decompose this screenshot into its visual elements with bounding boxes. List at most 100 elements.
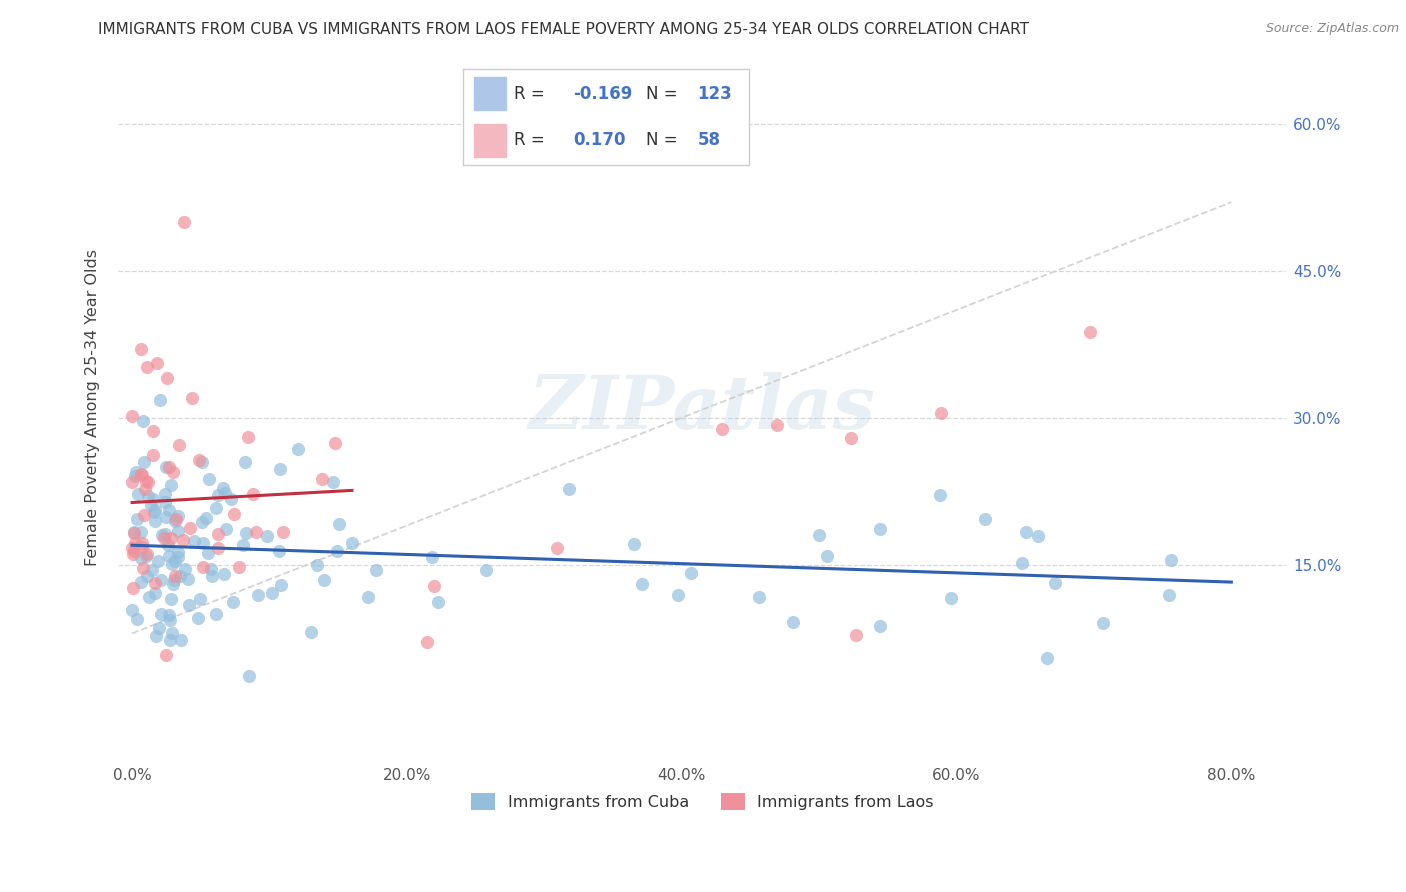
Point [204,607,226,621]
Point [155,487,177,501]
Point [141,563,163,577]
Point [122,581,145,595]
Point [121,541,143,555]
Point [122,525,145,540]
Point [845,628,868,642]
Point [170,633,193,648]
Text: IMMIGRANTS FROM CUBA VS IMMIGRANTS FROM LAOS FEMALE POVERTY AMONG 25-34 YEAR OLD: IMMIGRANTS FROM CUBA VS IMMIGRANTS FROM … [98,22,1029,37]
Point [307,558,329,572]
Point [156,538,179,552]
Point [228,559,250,574]
Point [623,537,645,551]
Point [869,523,891,537]
Point [357,590,380,604]
Point [142,448,165,462]
Point [183,533,205,548]
Point [748,590,770,604]
Point [929,488,952,502]
Point [129,467,152,481]
Point [159,478,181,492]
Point [167,438,190,452]
Point [1036,651,1059,665]
Point [160,626,183,640]
Point [136,359,159,374]
Point [155,460,177,475]
Point [145,629,167,643]
Point [630,577,652,591]
Point [166,509,188,524]
Point [301,624,323,639]
Point [666,588,689,602]
Point [287,442,309,457]
Point [1015,524,1038,539]
Point [124,536,146,550]
Point [710,422,733,436]
Point [145,356,167,370]
Point [839,431,862,445]
Point [165,554,187,568]
Point [163,573,186,587]
Point [323,436,346,450]
Point [222,595,245,609]
Point [273,524,295,539]
Point [149,574,172,588]
Point [153,531,176,545]
Point [160,591,183,606]
Point [219,492,242,507]
Point [129,551,152,566]
Point [165,512,187,526]
Point [427,595,450,609]
Point [245,524,267,539]
Point [415,635,437,649]
Point [131,342,153,356]
Point [207,541,229,556]
Point [815,549,838,563]
Point [1011,556,1033,570]
Point [207,527,229,541]
Point [224,507,246,521]
Point [155,648,177,663]
Point [129,574,152,589]
Point [156,371,179,385]
Point [121,409,143,424]
Point [973,512,995,526]
Point [364,563,387,577]
Point [190,591,212,606]
Point [166,550,188,565]
Point [153,495,176,509]
Point [929,406,952,420]
Point [157,607,180,622]
Point [314,573,336,587]
Point [173,215,195,229]
Point [125,465,148,479]
Point [135,547,157,561]
Point [135,549,157,564]
Point [162,465,184,479]
Point [129,524,152,539]
Point [1043,575,1066,590]
Point [160,558,183,572]
Point [270,577,292,591]
Point [235,526,257,541]
Point [194,511,217,525]
Point [242,486,264,500]
Point [136,475,159,489]
Point [136,569,159,583]
Point [342,535,364,549]
Point [125,512,148,526]
Point [941,591,963,605]
Point [142,424,165,438]
Point [142,492,165,507]
Point [1157,588,1180,602]
Text: Source: ZipAtlas.com: Source: ZipAtlas.com [1265,22,1399,36]
Point [176,572,198,586]
Point [475,563,498,577]
Point [214,485,236,500]
Point [149,607,172,621]
Point [157,459,180,474]
Legend: Immigrants from Cuba, Immigrants from Laos: Immigrants from Cuba, Immigrants from La… [464,787,941,816]
Point [143,514,166,528]
Point [155,509,177,524]
Point [125,612,148,626]
Point [207,488,229,502]
